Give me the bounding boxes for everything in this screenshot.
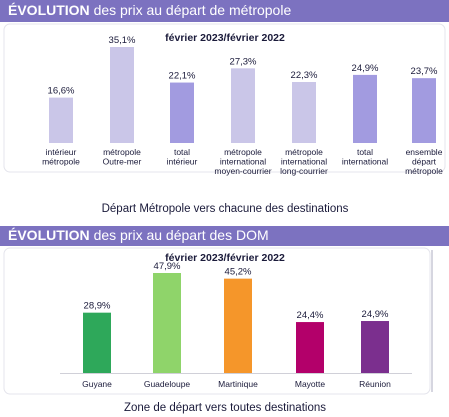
subtitle: février 2023/février 2022 — [165, 32, 285, 44]
x-tick-label: total intérieur — [167, 147, 198, 167]
x-tick-label-line: métropole — [405, 166, 443, 176]
value-label: 27,3% — [230, 56, 257, 67]
x-tick-label: Martinique — [218, 379, 258, 389]
x-tick-label: Mayotte — [295, 379, 326, 389]
x-tick-label-line: intérieur — [167, 157, 198, 167]
x-tick-label-line: métropole — [285, 147, 323, 157]
bar — [353, 74, 377, 143]
bar — [224, 278, 252, 373]
x-tick-label: Réunion — [359, 379, 391, 389]
x-tick-label-line: départ — [412, 157, 437, 167]
value-label: 23,7% — [411, 66, 438, 77]
x-tick-label: Guadeloupe — [144, 379, 191, 389]
header-title: ÉVOLUTION des prix au départ des DOM — [8, 227, 269, 243]
x-tick-label-line: Mayotte — [295, 379, 326, 389]
x-tick-label-line: métropole — [42, 157, 80, 167]
x-tick-label-line: Guadeloupe — [144, 379, 191, 389]
value-label: 16,6% — [48, 86, 75, 97]
x-tick-label: total international — [342, 147, 388, 167]
x-tick-label-line: international — [220, 157, 266, 167]
x-tick-label: Guyane — [82, 379, 112, 389]
header-bold: ÉVOLUTION — [8, 227, 90, 243]
x-tick-label-line: total — [357, 147, 373, 157]
bar — [412, 78, 436, 143]
x-tick-label: intérieur métropole — [42, 147, 80, 167]
x-tick-label-line: total — [174, 147, 190, 157]
bar — [110, 47, 134, 143]
value-label: 45,2% — [225, 267, 252, 278]
value-label: 35,1% — [109, 35, 136, 46]
x-tick-label-line: Guyane — [82, 379, 112, 389]
x-tick-label-line: Outre-mer — [103, 157, 142, 167]
x-tick-label: métropole international long-courrier — [280, 147, 328, 176]
value-label: 47,9% — [154, 261, 181, 272]
value-label: 24,4% — [297, 310, 324, 321]
x-tick-label-line: Martinique — [218, 379, 258, 389]
bar — [361, 321, 389, 373]
caption: Zone de départ vers toutes destinations — [124, 402, 326, 414]
x-tick-label-line: long-courrier — [280, 166, 328, 176]
bar — [153, 273, 181, 373]
header-band — [0, 226, 449, 246]
bar — [49, 97, 73, 143]
header-text: des prix au départ des DOM — [94, 227, 269, 243]
subtitle: février 2023/février 2022 — [165, 252, 285, 264]
header-text: des prix au départ de métropole — [94, 2, 292, 18]
value-label: 24,9% — [362, 309, 389, 320]
value-label: 22,3% — [291, 70, 318, 81]
x-tick-label-line: international — [281, 157, 327, 167]
bar — [296, 322, 324, 373]
header-title: ÉVOLUTION des prix au départ de métropol… — [8, 2, 291, 18]
x-tick-label-line: moyen-courrier — [214, 166, 271, 176]
bar — [170, 82, 194, 143]
bar — [83, 312, 111, 373]
caption: Départ Métropole vers chacune des destin… — [102, 203, 349, 215]
value-label: 22,1% — [169, 71, 196, 82]
bar — [231, 68, 255, 143]
header-bold: ÉVOLUTION — [8, 2, 90, 18]
bar — [292, 82, 316, 143]
value-label: 28,9% — [84, 301, 111, 312]
x-tick-label-line: ensemble — [406, 147, 443, 157]
x-tick-label-line: Réunion — [359, 379, 391, 389]
x-tick-label: métropole international moyen-courrier — [214, 147, 271, 176]
header-band — [0, 0, 449, 22]
x-tick-label: métropole Outre-mer — [103, 147, 142, 167]
x-tick-label-line: intérieur — [46, 147, 77, 157]
x-tick-label-line: international — [342, 157, 388, 167]
value-label: 24,9% — [352, 63, 379, 74]
x-tick-label-line: métropole — [103, 147, 141, 157]
x-tick-label: ensemble départ métropole — [405, 147, 443, 176]
x-tick-label-line: métropole — [224, 147, 262, 157]
